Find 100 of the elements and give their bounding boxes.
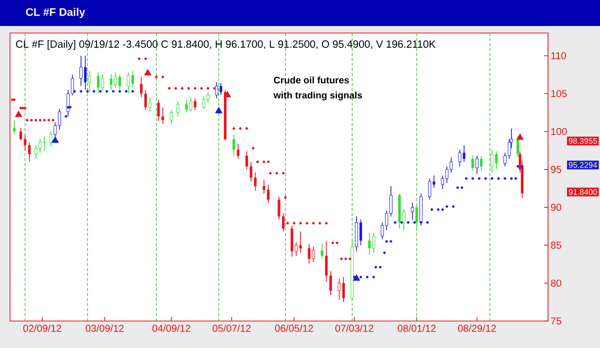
point xyxy=(124,90,128,93)
point xyxy=(73,90,76,93)
candlestick xyxy=(359,219,362,246)
point xyxy=(99,90,102,93)
point xyxy=(352,274,360,281)
point xyxy=(34,118,38,122)
point xyxy=(162,76,164,78)
point xyxy=(516,165,520,168)
point xyxy=(215,106,222,114)
point xyxy=(256,160,259,164)
candlestick xyxy=(278,196,280,220)
point xyxy=(200,87,203,90)
annotation: Crude oil futures xyxy=(274,76,349,84)
y-tick-label: 90 xyxy=(551,204,562,211)
point xyxy=(378,266,382,268)
point xyxy=(92,90,96,93)
candlestick xyxy=(140,76,143,98)
candlestick xyxy=(34,144,38,160)
point xyxy=(452,205,455,208)
candlestick xyxy=(262,180,266,194)
point xyxy=(52,118,54,122)
point xyxy=(22,106,24,110)
point xyxy=(460,186,464,189)
x-tick-label: 08/01/12 xyxy=(398,324,436,332)
point xyxy=(43,118,46,122)
point xyxy=(47,118,50,122)
candlestick xyxy=(131,70,134,88)
candlestick xyxy=(480,155,483,172)
point xyxy=(30,118,33,122)
candlestick xyxy=(206,92,210,104)
candlestick xyxy=(329,270,332,296)
point xyxy=(456,186,459,189)
point xyxy=(252,146,254,150)
candlestick xyxy=(232,134,236,156)
point xyxy=(286,222,289,225)
y-tick-label: 105 xyxy=(551,90,567,98)
candlestick xyxy=(312,246,315,262)
point xyxy=(510,177,513,180)
y-tick-label: 110 xyxy=(551,52,566,60)
point xyxy=(348,258,352,260)
candlestick xyxy=(194,98,196,111)
point xyxy=(266,160,270,164)
candlestick xyxy=(236,143,240,160)
point xyxy=(520,165,524,168)
point xyxy=(284,196,287,199)
x-tick-label: 02/09/12 xyxy=(23,324,62,332)
candlestick xyxy=(282,212,285,232)
point xyxy=(318,222,322,225)
candlestick xyxy=(202,96,206,110)
candlestick xyxy=(189,97,192,112)
point xyxy=(514,177,518,180)
point xyxy=(390,240,392,243)
point xyxy=(372,276,375,278)
point xyxy=(400,221,403,224)
candlestick xyxy=(13,120,16,135)
candlestick xyxy=(250,161,252,182)
point xyxy=(306,222,308,225)
point xyxy=(441,208,444,211)
candlestick xyxy=(245,150,248,170)
point xyxy=(394,221,397,224)
candlestick xyxy=(162,106,164,124)
point xyxy=(155,76,158,78)
point xyxy=(336,242,338,244)
point xyxy=(366,276,369,278)
point xyxy=(446,205,448,208)
x-tick-label: 04/09/12 xyxy=(152,324,190,332)
x-tick-label: 03/09/12 xyxy=(86,324,124,332)
point xyxy=(383,251,386,254)
point xyxy=(374,266,378,268)
candlestick xyxy=(176,100,180,117)
y-tick-label: 75 xyxy=(551,318,562,324)
candlestick xyxy=(24,134,26,151)
y-tick-label: 95 xyxy=(551,166,562,173)
candlestick xyxy=(157,99,160,122)
point xyxy=(80,90,82,93)
point xyxy=(504,177,506,180)
y-tick-label: 85 xyxy=(550,242,562,249)
point xyxy=(224,90,232,98)
point xyxy=(106,90,108,93)
point xyxy=(436,208,440,211)
point xyxy=(24,106,26,110)
point xyxy=(14,110,22,118)
point xyxy=(340,258,343,260)
candlestick xyxy=(338,278,341,300)
chart-title: CL #F Daily xyxy=(26,8,86,18)
point xyxy=(262,160,266,164)
candlestick xyxy=(254,172,257,192)
point xyxy=(144,68,152,76)
point xyxy=(344,258,348,260)
point xyxy=(10,98,14,101)
point xyxy=(464,177,468,180)
y-tick-label: 100 xyxy=(551,128,567,136)
candlestick xyxy=(428,178,432,200)
point xyxy=(213,87,216,90)
point xyxy=(359,276,362,278)
point xyxy=(174,87,178,90)
point xyxy=(131,90,134,93)
candlestick xyxy=(114,72,117,88)
point xyxy=(497,177,500,180)
point xyxy=(478,177,480,180)
